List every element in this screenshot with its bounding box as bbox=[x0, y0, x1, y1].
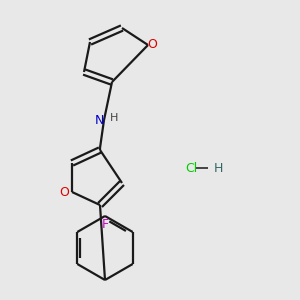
Text: F: F bbox=[101, 218, 109, 230]
Text: N: N bbox=[94, 113, 104, 127]
Text: H: H bbox=[214, 161, 224, 175]
Text: Cl: Cl bbox=[185, 161, 197, 175]
Text: O: O bbox=[59, 185, 69, 199]
Text: O: O bbox=[147, 38, 157, 50]
Text: H: H bbox=[110, 113, 118, 123]
